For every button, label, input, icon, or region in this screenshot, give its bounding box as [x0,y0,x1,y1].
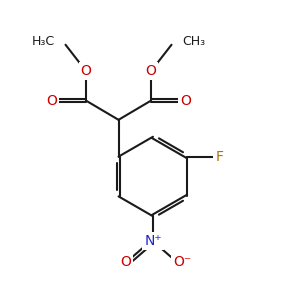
Text: O⁻: O⁻ [173,255,191,269]
Text: O: O [120,255,131,269]
Text: H₃C: H₃C [32,35,55,48]
Text: CH₃: CH₃ [182,35,205,48]
Text: O: O [146,64,156,78]
Text: O: O [180,94,191,108]
Text: O: O [46,94,57,108]
Text: O: O [81,64,92,78]
Text: N⁺: N⁺ [144,234,162,248]
Text: F: F [215,150,223,164]
